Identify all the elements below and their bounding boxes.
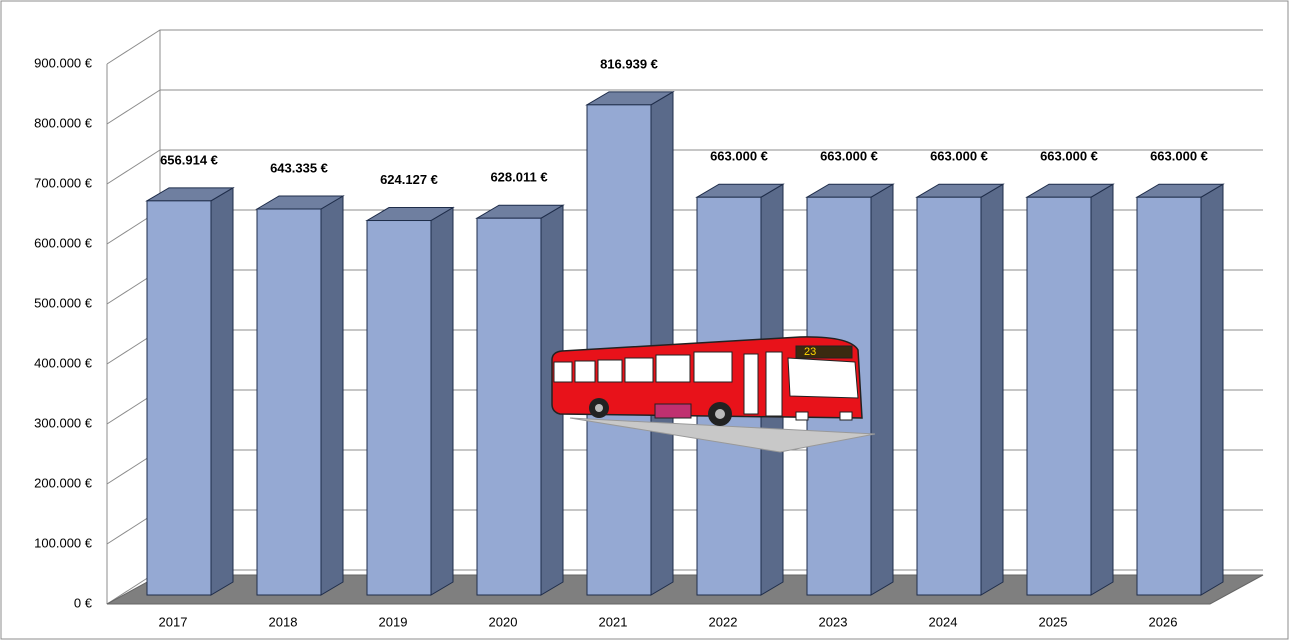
- y-tick-label: 0 €: [74, 595, 93, 610]
- y-tick-label: 200.000 €: [34, 475, 93, 490]
- y-tick-label: 500.000 €: [34, 295, 93, 310]
- value-label: 656.914 €: [160, 152, 218, 167]
- y-tick-label: 300.000 €: [34, 415, 93, 430]
- x-tick-label: 2022: [709, 614, 738, 629]
- value-label: 643.335 €: [270, 160, 328, 175]
- chart: 23 0 € 100.000 € 200.000 € 300.000 € 400.000…: [0, 0, 1289, 640]
- y-tick-label: 600.000 €: [34, 235, 93, 250]
- value-label: 628.011 €: [490, 170, 547, 185]
- bar-side: [431, 208, 453, 595]
- value-label: 816.939 €: [600, 56, 658, 71]
- bar: [1027, 197, 1091, 595]
- bar-side: [1201, 184, 1223, 595]
- bar-side: [981, 184, 1003, 595]
- y-tick-label: 400.000 €: [34, 355, 93, 370]
- bar-side: [1091, 184, 1113, 595]
- bar-side: [211, 188, 233, 595]
- y-tick-label: 100.000 €: [34, 535, 93, 550]
- y-tick-label: 700.000 €: [34, 175, 93, 190]
- bar: [257, 209, 321, 595]
- bus-route: 23: [804, 346, 816, 358]
- x-tick-label: 2024: [929, 614, 958, 629]
- bar-side: [321, 196, 343, 595]
- x-tick-label: 2019: [379, 614, 408, 629]
- bar-side: [871, 184, 893, 595]
- bar: [147, 201, 211, 595]
- value-label: 663.000 €: [710, 149, 768, 164]
- bar-side: [651, 92, 673, 595]
- x-tick-label: 2025: [1039, 614, 1068, 629]
- x-tick-label: 2020: [489, 614, 518, 629]
- bar: [1137, 197, 1201, 595]
- value-label: 663.000 €: [820, 149, 878, 164]
- x-tick-label: 2026: [1149, 614, 1178, 629]
- x-tick-label: 2017: [159, 614, 188, 629]
- y-tick-label: 800.000 €: [34, 115, 93, 130]
- x-tick-label: 2018: [269, 614, 298, 629]
- y-tick-label: 900.000 €: [34, 55, 93, 70]
- value-label: 663.000 €: [1040, 149, 1098, 164]
- x-tick-label: 2023: [819, 614, 848, 629]
- x-tick-label: 2021: [599, 614, 628, 629]
- value-label: 624.127 €: [380, 172, 438, 187]
- value-label: 663.000 €: [1150, 149, 1208, 164]
- bar: [477, 218, 541, 595]
- value-label: 663.000 €: [930, 149, 988, 164]
- bar: [917, 197, 981, 595]
- bar: [367, 221, 431, 595]
